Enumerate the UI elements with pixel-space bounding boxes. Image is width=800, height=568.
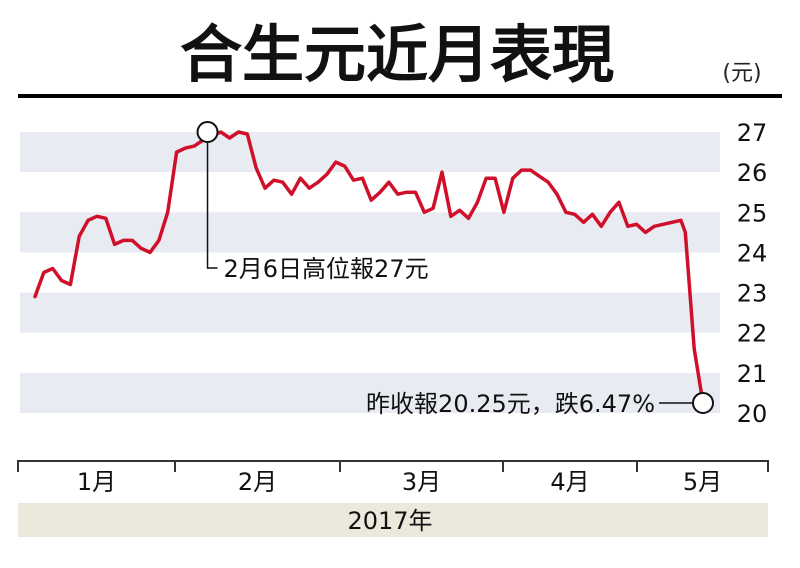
grid-bands (20, 132, 720, 413)
y-tick-label: 20 (737, 400, 768, 428)
month-label: 1月 (77, 468, 116, 496)
month-label: 5月 (683, 468, 722, 496)
y-tick-labels: 20 21 22 23 24 25 26 27 (737, 119, 768, 428)
close-marker (692, 391, 714, 414)
month-ticks (17, 460, 769, 472)
grid-band (20, 372, 720, 413)
y-tick-label: 26 (737, 159, 768, 187)
month-labels: 1月 2月 3月 4月 5月 (77, 468, 722, 496)
high-annotation: 2月6日高位報27元 (224, 255, 429, 283)
chart-title: 合生元近月表現 (180, 18, 614, 91)
y-tick-label: 24 (737, 239, 768, 267)
y-tick-label: 27 (737, 119, 768, 147)
month-tick (502, 460, 504, 472)
unit-label: (元) (722, 61, 761, 86)
grid-band (20, 292, 720, 333)
month-tick (174, 460, 176, 472)
month-label: 4月 (550, 468, 589, 496)
y-tick-label: 25 (737, 199, 768, 227)
month-label: 2月 (238, 468, 277, 496)
y-tick-label: 22 (737, 320, 768, 348)
x-axis-line (18, 460, 768, 462)
grid-band (20, 132, 720, 173)
high-leader-line (206, 132, 218, 269)
series-layer (33, 130, 705, 405)
series-line (33, 130, 705, 405)
month-tick (17, 460, 19, 472)
month-tick (339, 460, 341, 472)
month-tick (767, 460, 769, 472)
title-rule (18, 94, 782, 98)
high-marker (196, 121, 219, 143)
year-label: 2017年 (347, 507, 432, 535)
month-tick (636, 460, 638, 472)
month-label: 3月 (402, 468, 441, 496)
close-annotation: 昨收報20.25元，跌6.47% (366, 390, 655, 418)
grid-band (20, 212, 720, 253)
y-tick-label: 23 (737, 280, 768, 308)
y-tick-label: 21 (737, 360, 768, 388)
year-band (18, 503, 768, 537)
